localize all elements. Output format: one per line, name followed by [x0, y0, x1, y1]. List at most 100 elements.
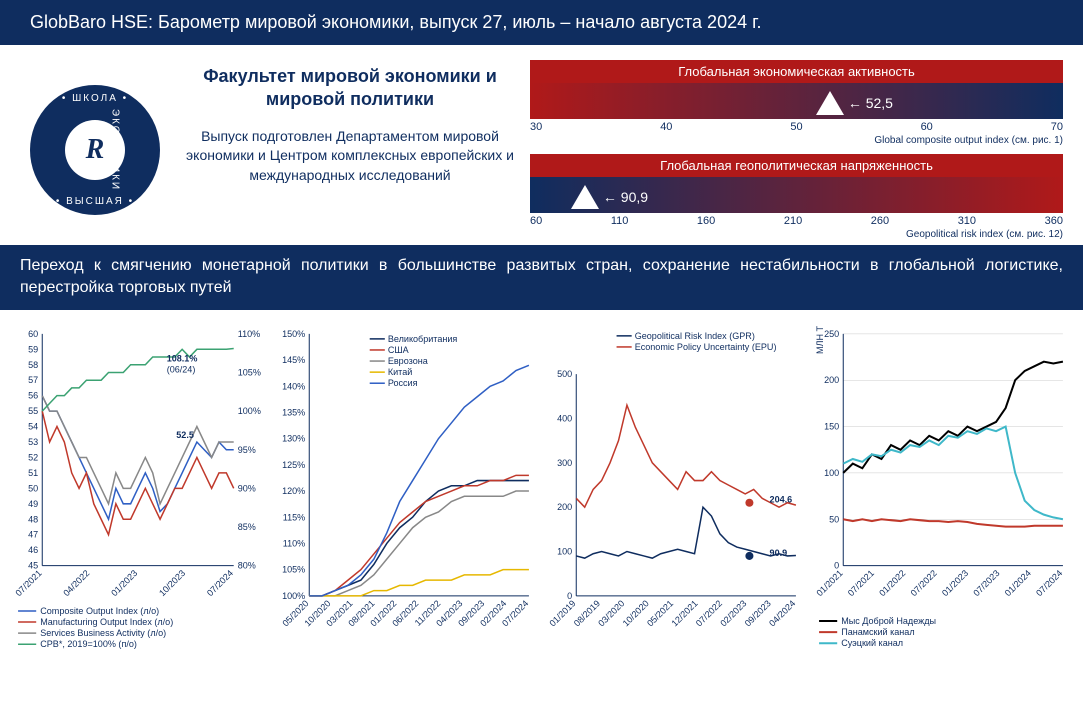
svg-text:125%: 125% [282, 460, 305, 470]
gauge1-bar: ← 52,5 [530, 83, 1063, 119]
svg-text:Manufacturing Output Index (л/: Manufacturing Output Index (л/о) [40, 617, 173, 627]
svg-text:130%: 130% [282, 433, 305, 443]
faculty-column: Факультет мировой экономики и мировой по… [185, 60, 515, 240]
svg-text:МЛН Т: МЛН Т [815, 325, 825, 354]
svg-text:145%: 145% [282, 355, 305, 365]
svg-text:55: 55 [28, 406, 38, 416]
svg-text:150%: 150% [282, 329, 305, 339]
svg-text:Services Business Activity (л/: Services Business Activity (л/о) [40, 628, 166, 638]
svg-text:04/2022: 04/2022 [61, 568, 91, 598]
svg-text:01/2023: 01/2023 [940, 568, 970, 598]
svg-text:108.1%: 108.1% [167, 353, 198, 363]
svg-text:85%: 85% [238, 522, 256, 532]
svg-text:07/2024: 07/2024 [1034, 568, 1064, 598]
svg-text:100: 100 [557, 546, 572, 556]
chart-2: 100%105%110%115%120%125%130%135%140%145%… [277, 320, 539, 650]
svg-text:Великобритания: Великобритания [388, 334, 458, 344]
svg-text:110%: 110% [238, 329, 260, 339]
svg-text:48: 48 [28, 514, 38, 524]
svg-text:10/2023: 10/2023 [157, 568, 187, 598]
gauge2-ticks: 60110160210260310360 [530, 213, 1063, 229]
svg-text:57: 57 [28, 375, 38, 385]
chart4-svg: 050100150200250МЛН Т01/202107/202101/202… [811, 320, 1073, 650]
svg-text:200: 200 [824, 375, 839, 385]
svg-text:50: 50 [28, 483, 38, 493]
chart-1: 4546474849505152535455565758596080%85%90… [10, 320, 272, 650]
gauge2-bar: ← 90,9 [530, 177, 1063, 213]
logo-ring-bottom: • ВЫСШАЯ • [56, 196, 134, 207]
svg-text:Китай: Китай [388, 367, 412, 377]
svg-text:01/2023: 01/2023 [109, 568, 139, 598]
svg-text:07/2021: 07/2021 [13, 568, 43, 598]
svg-text:500: 500 [557, 369, 572, 379]
svg-text:Composite Output Index (л/о): Composite Output Index (л/о) [40, 606, 159, 616]
svg-text:100: 100 [824, 468, 839, 478]
svg-text:Панамский канал: Панамский канал [841, 627, 914, 637]
svg-text:52: 52 [28, 452, 38, 462]
svg-text:07/2021: 07/2021 [846, 568, 876, 598]
svg-text:250: 250 [824, 329, 839, 339]
svg-text:49: 49 [28, 499, 38, 509]
gauges-column: Глобальная экономическая активность ← 52… [530, 60, 1063, 240]
svg-text:46: 46 [28, 545, 38, 555]
svg-text:51: 51 [28, 468, 38, 478]
svg-text:58: 58 [28, 360, 38, 370]
svg-text:07/2022: 07/2022 [909, 568, 939, 598]
svg-text:90.9: 90.9 [770, 548, 788, 558]
logo-ring-top: • ШКОЛА • [62, 93, 128, 104]
hse-logo: • ШКОЛА • ЭКОНОМИКИ • ВЫСШАЯ • R [30, 85, 160, 215]
charts-row: 4546474849505152535455565758596080%85%90… [0, 310, 1083, 650]
faculty-subtitle: Выпуск подготовлен Департаментом мировой… [185, 127, 515, 186]
chart3-svg: 010020030040050001/201908/201903/202010/… [544, 320, 806, 650]
svg-text:07/2023: 07/2023 [971, 568, 1001, 598]
svg-text:60: 60 [28, 329, 38, 339]
gauge1-caption: Global composite output index (см. рис. … [530, 135, 1063, 146]
chart-4: 050100150200250МЛН Т01/202107/202101/202… [811, 320, 1073, 650]
svg-text:Россия: Россия [388, 378, 418, 388]
svg-text:01/2022: 01/2022 [877, 568, 907, 598]
svg-text:53: 53 [28, 437, 38, 447]
svg-text:54: 54 [28, 421, 38, 431]
svg-text:Суэцкий канал: Суэцкий канал [841, 638, 903, 648]
svg-text:135%: 135% [282, 407, 305, 417]
chart2-svg: 100%105%110%115%120%125%130%135%140%145%… [277, 320, 539, 650]
svg-text:80%: 80% [238, 560, 256, 570]
svg-text:52.5: 52.5 [176, 430, 194, 440]
svg-text:США: США [388, 345, 410, 355]
gauge-activity: Глобальная экономическая активность ← 52… [530, 60, 1063, 146]
chart1-svg: 4546474849505152535455565758596080%85%90… [10, 320, 272, 650]
svg-text:300: 300 [557, 458, 572, 468]
gauge2-title: Глобальная геополитическая напряженность [530, 154, 1063, 177]
svg-text:01/2021: 01/2021 [814, 568, 844, 598]
svg-text:59: 59 [28, 344, 38, 354]
svg-text:110%: 110% [283, 538, 305, 548]
gauge1-marker [816, 91, 844, 115]
svg-text:CPB*, 2019=100% (п/о): CPB*, 2019=100% (п/о) [40, 639, 137, 649]
svg-text:200: 200 [557, 502, 572, 512]
svg-text:07/2024: 07/2024 [205, 568, 235, 598]
svg-text:(06/24): (06/24) [167, 365, 196, 375]
top-section: • ШКОЛА • ЭКОНОМИКИ • ВЫСШАЯ • R Факульт… [0, 45, 1083, 245]
svg-text:100%: 100% [238, 406, 261, 416]
svg-text:56: 56 [28, 390, 38, 400]
logo-column: • ШКОЛА • ЭКОНОМИКИ • ВЫСШАЯ • R [20, 60, 170, 240]
gauge1-ticks: 3040506070 [530, 119, 1063, 135]
svg-text:105%: 105% [282, 564, 305, 574]
subtitle-bar: Переход к смягчению монетарной политики … [0, 245, 1083, 310]
svg-text:105%: 105% [238, 367, 261, 377]
gauge2-caption: Geopolitical risk index (см. рис. 12) [530, 229, 1063, 240]
svg-text:Мыс Доброй Надежды: Мыс Доброй Надежды [841, 616, 936, 626]
svg-text:Еврозона: Еврозона [388, 356, 429, 366]
gauge1-label: ← 52,5 [848, 95, 893, 111]
svg-text:115%: 115% [283, 512, 305, 522]
gauge2-label: ← 90,9 [603, 189, 648, 205]
gauge2-marker [571, 185, 599, 209]
svg-text:50: 50 [829, 514, 839, 524]
svg-text:140%: 140% [282, 381, 305, 391]
gauge1-title: Глобальная экономическая активность [530, 60, 1063, 83]
svg-text:Geopolitical Risk Index (GPR): Geopolitical Risk Index (GPR) [635, 331, 755, 341]
faculty-title: Факультет мировой экономики и мировой по… [185, 65, 515, 112]
svg-text:120%: 120% [282, 486, 305, 496]
svg-text:47: 47 [28, 530, 38, 540]
svg-text:Economic Policy Uncertainty (E: Economic Policy Uncertainty (EPU) [635, 342, 777, 352]
